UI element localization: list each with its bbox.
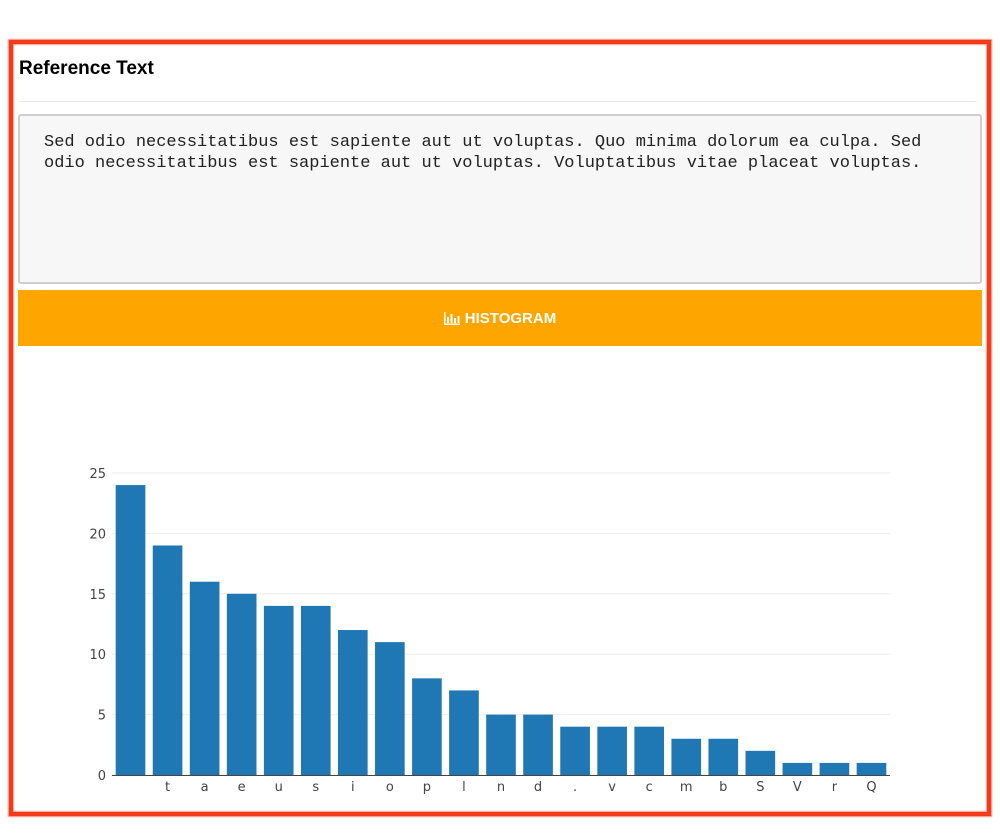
x-tick-label: Q [866,780,876,795]
x-tick-label: c [646,780,653,795]
x-tick-label: V [793,780,802,795]
bar-layer [115,485,887,775]
histogram-bar[interactable] [856,762,887,775]
x-tick-label: b [719,780,727,795]
histogram-bar[interactable] [226,593,257,775]
y-tick-label: 20 [89,527,106,542]
x-tick-label: p [423,780,431,795]
histogram-bar[interactable] [782,762,813,775]
x-tick-label: o [386,780,394,795]
histogram-bar[interactable] [819,762,850,775]
divider [19,101,977,102]
histogram-bar[interactable] [449,690,479,775]
histogram-bar[interactable] [560,726,590,775]
y-tick-label: 15 [89,588,106,603]
histogram-bar[interactable] [300,605,331,775]
y-tick-label: 10 [89,648,106,663]
x-tick-label: S [756,780,764,795]
histogram-bar[interactable] [115,485,146,775]
histogram-bar[interactable] [152,545,183,775]
histogram-bar[interactable] [708,738,739,775]
histogram-bar[interactable] [375,642,405,775]
x-tick-label: l [462,780,466,795]
x-tick-label: a [201,780,209,795]
histogram-bar[interactable] [486,714,516,775]
histogram-bar[interactable] [523,714,553,775]
x-tick-label: s [312,780,319,795]
reference-text-area[interactable] [18,114,982,284]
x-tick-label: . [573,780,577,795]
histogram-bar[interactable] [337,630,368,775]
y-tick-label: 5 [98,709,106,724]
page-title: Reference Text [19,58,154,79]
histogram-bar[interactable] [634,726,665,775]
y-tick-label: 25 [89,467,106,482]
x-tick-label: d [534,780,542,795]
x-tick-label: t [165,780,170,795]
x-tick-label: i [351,780,355,795]
x-tick-label: v [608,780,616,795]
histogram-bar[interactable] [189,581,220,775]
histogram-button-label: HISTOGRAM [464,309,557,327]
histogram-bar[interactable] [263,605,294,775]
histogram-bar[interactable] [671,738,702,775]
y-tick-label: 0 [98,769,106,784]
x-tick-label: n [497,780,505,795]
x-tick-label: m [680,780,693,795]
histogram-bar[interactable] [412,678,442,775]
x-tick-label: r [832,780,838,795]
histogram-bar[interactable] [745,750,776,775]
histogram-bar[interactable] [597,726,627,775]
histogram-button[interactable]: HISTOGRAM [18,290,982,346]
x-tick-label: u [275,780,283,795]
x-tick-label: e [238,780,246,795]
bar-chart-icon [443,311,460,325]
